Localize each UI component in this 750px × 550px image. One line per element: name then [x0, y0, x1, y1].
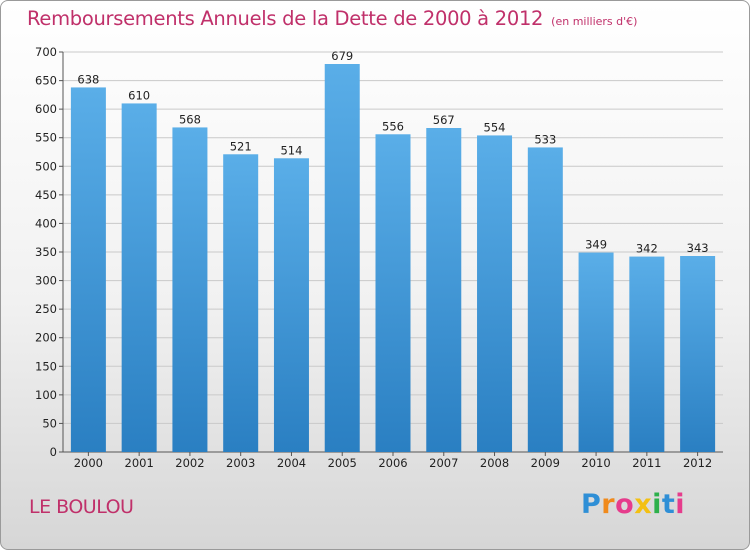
y-tick-label: 450: [35, 188, 57, 202]
data-label-2005: 679: [331, 49, 353, 63]
data-label-2006: 556: [382, 119, 404, 133]
bar-2004: [273, 158, 309, 453]
x-tick-label-2012: 2012: [683, 456, 712, 470]
bar-2011: [629, 256, 665, 452]
bar-2007: [426, 128, 462, 452]
logo-letter: i: [652, 489, 662, 520]
commune-name: LE BOULOU: [29, 496, 134, 518]
bar-2009: [527, 147, 563, 452]
data-label-2012: 343: [687, 241, 709, 255]
y-tick-label: 550: [35, 131, 57, 145]
data-label-2010: 349: [585, 238, 607, 252]
x-tick-label-2000: 2000: [74, 456, 103, 470]
y-tick-label: 300: [35, 274, 57, 288]
logo-letter: i: [675, 489, 686, 520]
x-tick-label-2004: 2004: [277, 456, 306, 470]
bar-2006: [375, 134, 411, 453]
y-tick-label: 200: [35, 331, 57, 345]
data-label-2011: 342: [636, 242, 658, 256]
x-tick-label-2003: 2003: [226, 456, 255, 470]
bar-2008: [477, 135, 513, 452]
y-tick-label: 400: [35, 216, 57, 230]
data-label-2000: 638: [77, 72, 99, 86]
data-label-2003: 521: [230, 139, 252, 153]
x-tick-label-2011: 2011: [632, 456, 661, 470]
bar-2005: [324, 64, 360, 452]
y-tick-label: 50: [42, 416, 57, 430]
bar-2010: [578, 252, 614, 452]
labels: 0 50 100 150 200 250 300 350 400 450 500 550 600 650 7…: [35, 45, 712, 470]
y-tick-label: 350: [35, 245, 57, 259]
y-tick-label: 250: [35, 302, 57, 316]
chart-subtitle: (en milliers d'€): [551, 15, 638, 28]
logo-letter: r: [601, 489, 616, 520]
y-tick-label: 0: [50, 445, 57, 459]
data-label-2001: 610: [128, 88, 150, 102]
proxiti-logo: Proxiti: [581, 489, 685, 520]
y-tick-label: 500: [35, 159, 57, 173]
data-label-2007: 567: [433, 113, 455, 127]
bars: [70, 64, 716, 453]
chart-title: Remboursements Annuels de la Dette de 20…: [27, 7, 637, 30]
x-tick-label-2007: 2007: [429, 456, 458, 470]
x-tick-label-2009: 2009: [531, 456, 560, 470]
data-label-2009: 533: [534, 132, 556, 146]
logo-letter: x: [634, 489, 653, 520]
data-label-2002: 568: [179, 112, 201, 126]
x-tick-label-2005: 2005: [328, 456, 357, 470]
y-tick-label: 650: [35, 74, 57, 88]
x-tick-label-2006: 2006: [378, 456, 407, 470]
logo-letter: P: [581, 489, 602, 520]
data-label-2008: 554: [484, 120, 506, 134]
y-tick-label: 100: [35, 388, 57, 402]
bar-2002: [172, 127, 208, 452]
y-tick-label: 150: [35, 359, 57, 373]
x-tick-label-2001: 2001: [125, 456, 154, 470]
chart-title-text: Remboursements Annuels de la Dette de 20…: [27, 7, 544, 30]
y-tick-label: 600: [35, 102, 57, 116]
x-tick-label-2010: 2010: [581, 456, 610, 470]
y-tick-label: 700: [35, 45, 57, 59]
x-tick-label-2008: 2008: [480, 456, 509, 470]
x-tick-label-2002: 2002: [175, 456, 204, 470]
bar-2000: [70, 87, 106, 452]
bar-2012: [680, 256, 716, 452]
logo-letter: t: [661, 489, 676, 520]
bar-2001: [121, 103, 157, 452]
data-label-2004: 514: [280, 143, 302, 157]
logo-letter: o: [615, 489, 635, 520]
bar-2003: [223, 154, 259, 453]
